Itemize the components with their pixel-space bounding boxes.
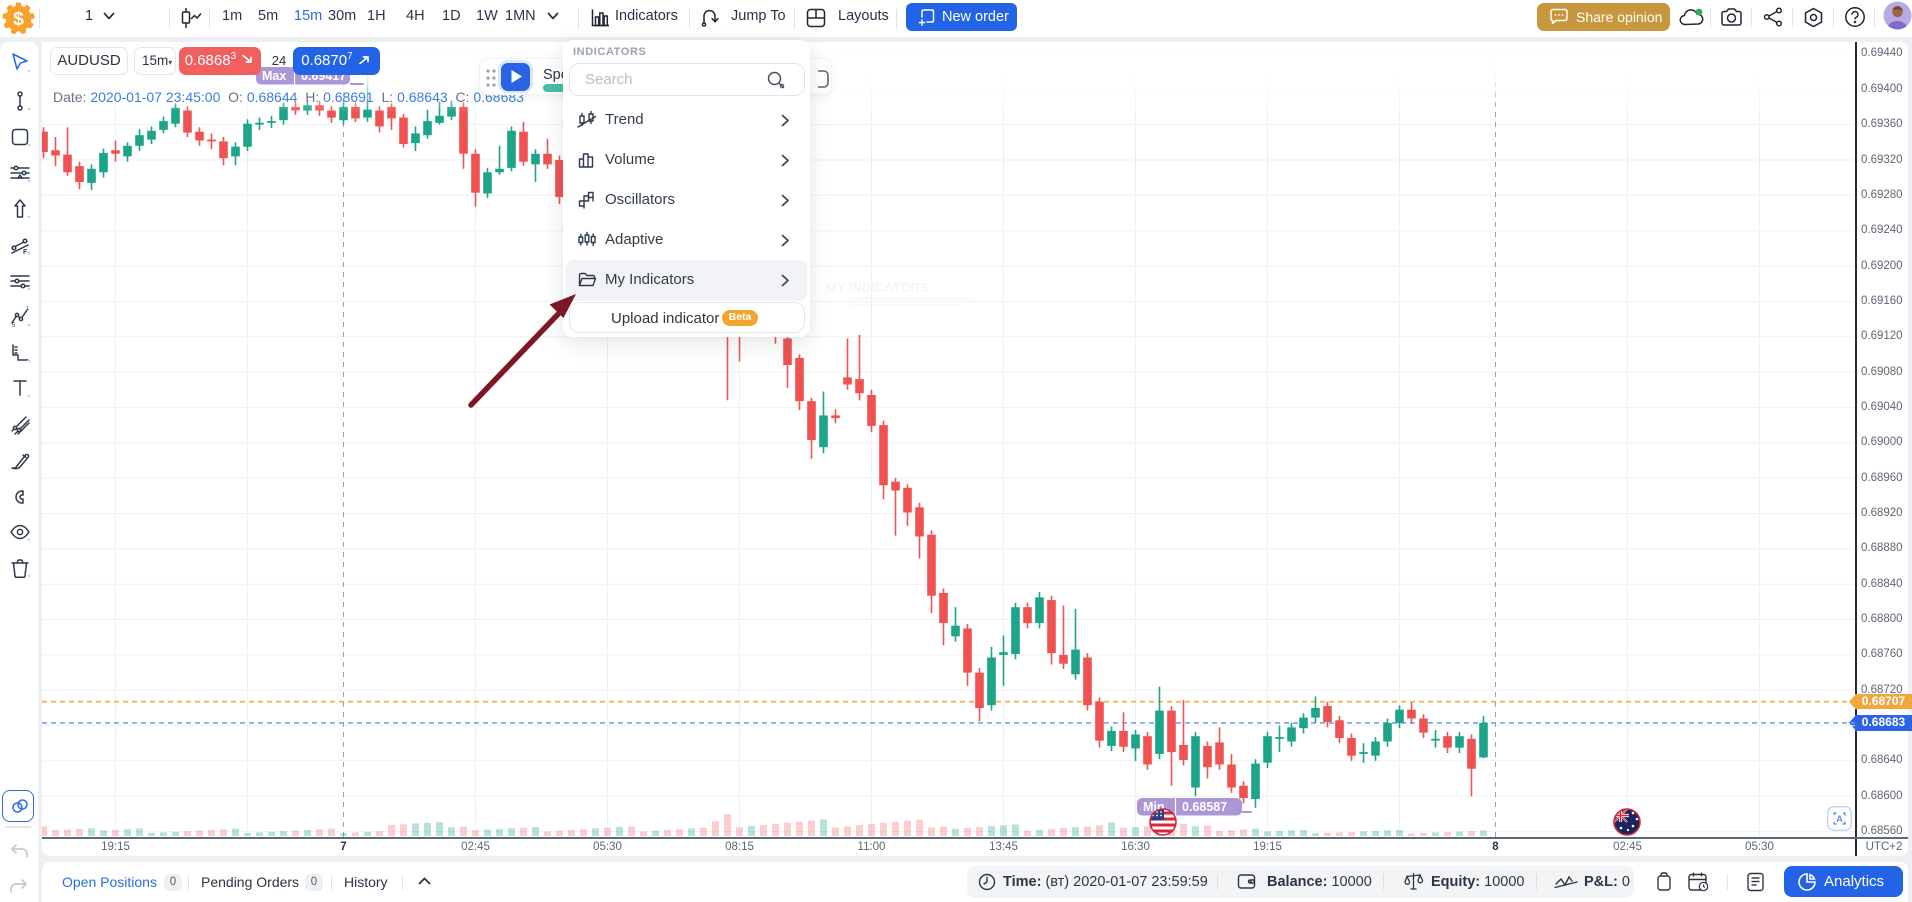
svg-text:A: A: [1836, 814, 1843, 824]
svg-text:Max: Max: [262, 69, 286, 83]
svg-text:MY INDICATORS: MY INDICATORS: [826, 280, 929, 295]
svg-text:0.68587: 0.68587: [1182, 800, 1227, 814]
svg-text:$: $: [13, 8, 24, 30]
svg-text:1: 1: [26, 306, 30, 312]
svg-text:F: F: [23, 249, 28, 256]
svg-text:5: 5: [12, 323, 16, 328]
